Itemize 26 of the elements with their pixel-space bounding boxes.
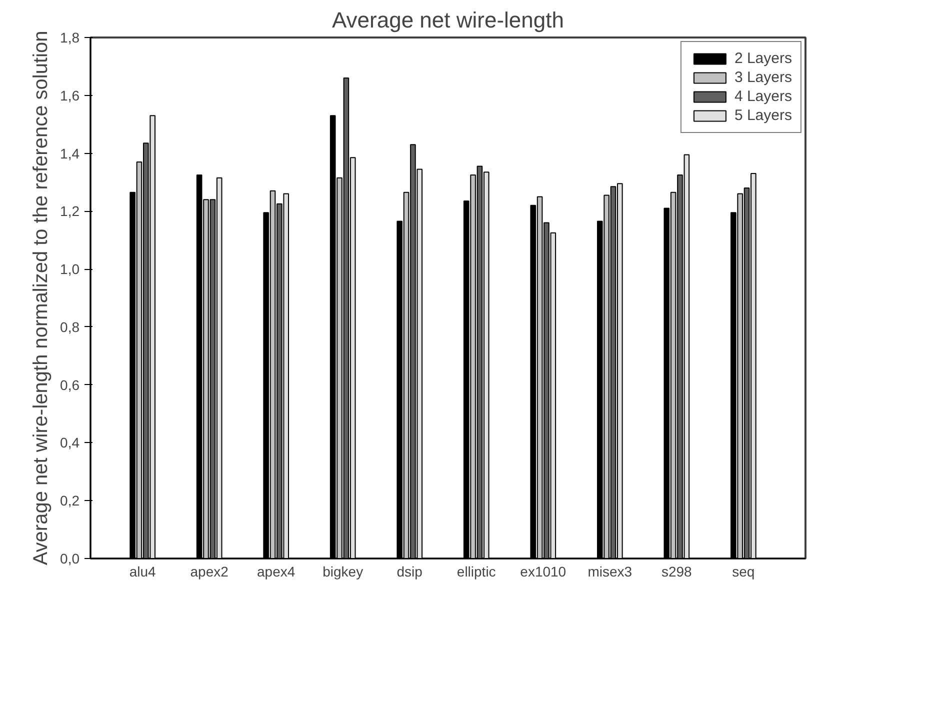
- y-tick-label: 0,0: [60, 550, 80, 566]
- legend-label: 3 Layers: [734, 69, 792, 86]
- y-tick-label: 1,8: [60, 30, 80, 46]
- y-tick-label: 0,4: [60, 434, 80, 451]
- x-tick-label: dsip: [396, 564, 423, 580]
- x-tick-label: elliptic: [456, 564, 496, 580]
- y-tick-label: 1,0: [60, 261, 80, 278]
- x-tick-label: ex1010: [520, 564, 566, 580]
- x-tick-label: s298: [661, 564, 692, 580]
- chart-title: Average net wire-length: [332, 8, 564, 32]
- y-tick-label: 0,2: [60, 492, 80, 509]
- x-tick-label: alu4: [129, 564, 156, 580]
- x-tick-label: apex4: [257, 564, 296, 580]
- x-tick-label: seq: [732, 564, 755, 580]
- x-tick-label: apex2: [190, 564, 229, 580]
- x-tick-label: bigkey: [322, 564, 364, 580]
- x-tick-label: misex3: [588, 564, 632, 580]
- legend-label: 5 Layers: [734, 107, 792, 124]
- y-tick-label: 0,6: [60, 376, 80, 393]
- y-axis-title: Average net wire-length normalized to the reference solution: [30, 30, 52, 566]
- y-tick-label: 0,8: [60, 318, 80, 335]
- legend-label: 2 Layers: [734, 50, 792, 67]
- legend-label: 4 Layers: [734, 88, 792, 105]
- y-tick-label: 1,4: [60, 145, 80, 162]
- y-tick-label: 1,2: [60, 203, 80, 220]
- y-tick-label: 1,6: [60, 87, 80, 104]
